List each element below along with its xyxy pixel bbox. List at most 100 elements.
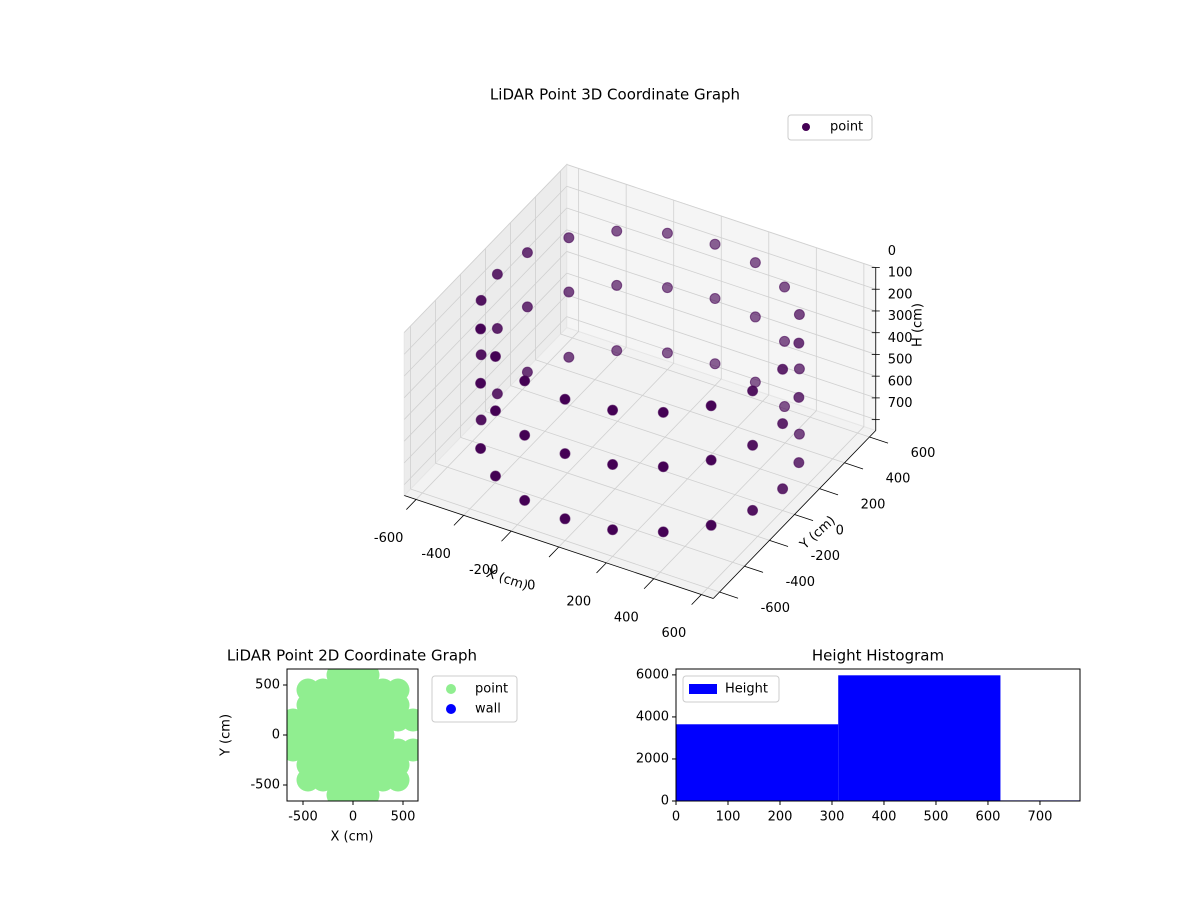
tick-mark	[596, 562, 607, 574]
point	[559, 448, 571, 460]
tick-mark	[643, 578, 655, 590]
chart-2d: -500 0 500 -500 0 500 LiDAR Point 2D Coordinat…	[219, 647, 518, 845]
point	[521, 366, 533, 378]
legend-label: Height	[725, 682, 768, 697]
grid-line	[566, 294, 876, 399]
x-tick-label: 200	[566, 595, 591, 610]
point	[611, 225, 623, 237]
grid-line	[566, 316, 876, 421]
legend-patch	[689, 684, 717, 694]
point	[657, 526, 669, 538]
x-tick-label: 0	[349, 810, 357, 825]
y-tick-label: -200	[811, 549, 841, 564]
z-tick-label: 400	[888, 331, 913, 346]
point	[401, 738, 418, 762]
grid-line	[403, 251, 568, 420]
y-tick-label: -400	[786, 575, 816, 590]
legend-marker	[446, 684, 456, 694]
point	[475, 323, 487, 335]
z-tick-label: 600	[888, 374, 913, 389]
point	[491, 388, 503, 400]
grid-line	[535, 359, 845, 464]
chart-histogram: 0 100 200 300 400 500 600 700 0 2000 4000 6000 Heigh…	[636, 647, 1081, 825]
tick-mark	[869, 436, 889, 444]
point	[779, 401, 791, 413]
point	[661, 347, 673, 359]
y-tick-label: 4000	[636, 709, 669, 724]
x-tick-label: 300	[820, 810, 845, 825]
x-tick-label: 400	[614, 610, 639, 625]
grid-line	[566, 229, 876, 334]
tick-mark	[406, 499, 417, 510]
point	[521, 301, 533, 313]
point	[747, 439, 759, 451]
point	[793, 457, 805, 469]
point	[491, 323, 503, 335]
y-tick-label: 0	[661, 794, 669, 809]
point	[747, 504, 759, 516]
legend-marker	[446, 704, 456, 714]
legend-label: point	[830, 120, 863, 135]
grid-line	[566, 164, 876, 268]
tick-mark	[844, 462, 864, 470]
point	[657, 461, 669, 473]
grid-line	[566, 207, 876, 312]
chart-title: LiDAR Point 3D Coordinate Graph	[490, 86, 740, 104]
grid-line	[460, 436, 770, 541]
tick-mark	[794, 514, 814, 522]
z-tick-label: 200	[888, 287, 913, 302]
grid-line	[403, 164, 568, 333]
point	[563, 232, 575, 244]
y-axis-line	[712, 430, 877, 599]
point	[793, 363, 805, 375]
x-tick-label: 500	[391, 810, 416, 825]
point	[491, 268, 503, 280]
y-tick-label: 2000	[636, 751, 669, 766]
chart-title: LiDAR Point 2D Coordinate Graph	[227, 647, 477, 665]
legend-label: point	[475, 682, 508, 697]
x-axis-line	[404, 495, 714, 599]
x-tick-label: 100	[716, 810, 741, 825]
y-tick-label: 400	[886, 472, 911, 487]
tick-mark	[453, 515, 464, 526]
x-tick-label: -400	[421, 547, 451, 562]
y-tick-label: 6000	[636, 667, 669, 682]
point	[475, 349, 487, 361]
point	[475, 442, 487, 454]
bar	[676, 724, 839, 801]
grid-line	[485, 411, 795, 515]
point	[793, 309, 805, 321]
plot-area	[287, 669, 418, 801]
x-tick-label: 600	[976, 810, 1001, 825]
point	[519, 429, 531, 441]
point	[779, 335, 791, 347]
point	[607, 524, 619, 536]
grid-line	[403, 229, 568, 398]
point	[793, 337, 805, 349]
point	[661, 227, 673, 239]
x-tick-label: 500	[924, 810, 949, 825]
bar	[838, 675, 1001, 801]
y-tick-label: 600	[911, 446, 936, 461]
grid-line	[435, 462, 745, 567]
point	[489, 350, 501, 362]
point	[559, 393, 571, 405]
z-tick-label: 100	[888, 266, 913, 281]
point	[559, 513, 571, 525]
y-tick-label: 0	[272, 728, 280, 743]
point	[607, 459, 619, 471]
y-axis-label: Y (cm)	[219, 714, 234, 757]
grid-line	[403, 294, 568, 464]
point	[709, 358, 721, 370]
point	[521, 247, 533, 259]
tick-mark	[769, 539, 789, 547]
x-tick-label: 600	[661, 626, 686, 641]
point	[475, 377, 487, 389]
point	[749, 376, 761, 388]
tick-mark	[719, 591, 739, 599]
plot-area	[676, 675, 1080, 801]
x-tick-label: -500	[288, 810, 318, 825]
x-axis-label: X (cm)	[331, 830, 374, 845]
